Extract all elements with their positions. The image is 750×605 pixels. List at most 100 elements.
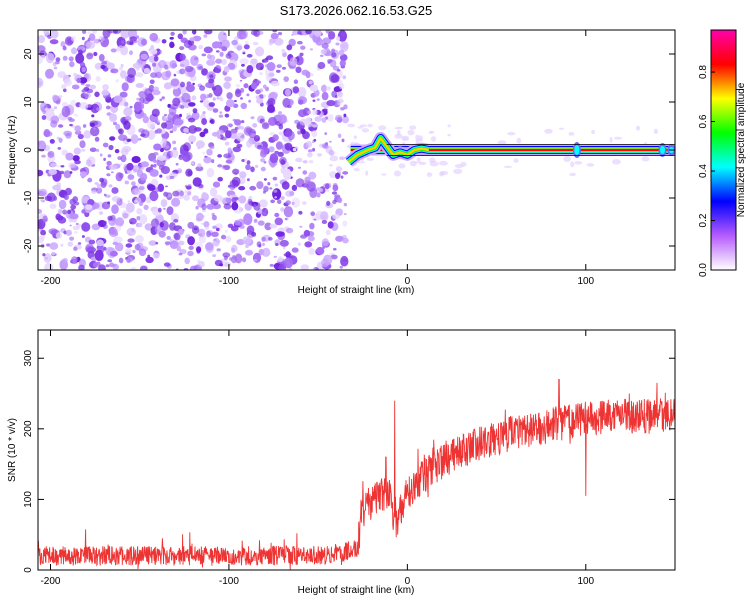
noise-blob: [229, 129, 237, 139]
noise-blob: [185, 84, 195, 93]
noise-blob: [215, 50, 220, 53]
noise-blob: [74, 125, 81, 132]
noise-blob: [343, 213, 347, 216]
noise-blob: [140, 167, 145, 170]
noise-blob: [88, 107, 92, 110]
noise-blob: [57, 124, 64, 128]
noise-blob: [169, 130, 174, 133]
noise-blob: [206, 230, 212, 238]
noise-blob: [169, 240, 179, 250]
noise-blob: [176, 245, 181, 252]
noise-blob: [209, 145, 215, 150]
faint-noise-blob: [586, 163, 595, 167]
noise-blob: [280, 196, 285, 200]
noise-blob: [129, 221, 133, 225]
noise-blob: [341, 138, 345, 143]
noise-blob: [105, 194, 111, 198]
noise-blob: [212, 97, 216, 101]
noise-blob: [283, 257, 293, 269]
noise-blob: [71, 256, 78, 264]
noise-blob: [160, 199, 168, 208]
noise-blob: [58, 199, 67, 210]
noise-blob: [101, 201, 111, 210]
noise-blob: [178, 228, 184, 236]
noise-blob: [211, 159, 215, 164]
noise-blob: [305, 141, 313, 148]
noise-blob: [70, 47, 78, 55]
noise-blob: [38, 140, 47, 152]
noise-blob: [217, 135, 222, 139]
noise-blob: [212, 237, 220, 247]
noise-blob: [46, 243, 51, 247]
noise-blob: [263, 94, 266, 98]
noise-blob: [45, 68, 54, 79]
noise-blob: [297, 87, 307, 98]
noise-blob: [270, 80, 280, 87]
noise-blob: [262, 242, 265, 247]
noise-blob: [241, 34, 247, 38]
noise-blob: [203, 156, 212, 164]
noise-blob: [292, 30, 299, 36]
noise-blob: [118, 172, 124, 179]
noise-blob: [172, 97, 181, 107]
noise-blob: [339, 54, 348, 62]
noise-blob: [69, 61, 75, 68]
noise-blob: [278, 263, 287, 270]
noise-blob: [300, 45, 306, 50]
noise-blob: [69, 224, 72, 227]
noise-blob: [321, 220, 328, 224]
noise-blob: [192, 108, 198, 114]
noise-blob: [155, 71, 163, 79]
noise-blob: [53, 66, 58, 70]
noise-blob: [309, 84, 318, 92]
noise-blob: [195, 205, 199, 210]
noise-blob: [179, 46, 185, 51]
noise-blob: [161, 39, 167, 44]
noise-blob: [249, 185, 257, 191]
noise-blob: [153, 86, 160, 91]
snr-series-line: [38, 378, 675, 570]
noise-blob: [83, 130, 92, 139]
faint-noise-blob: [429, 157, 436, 163]
noise-blob: [55, 232, 63, 239]
noise-blob: [172, 140, 177, 145]
noise-blob: [261, 236, 266, 242]
faint-noise-blob: [413, 161, 422, 164]
noise-blob: [287, 130, 295, 141]
noise-blob: [105, 264, 110, 268]
noise-blob: [50, 162, 57, 167]
noise-blob: [125, 115, 129, 120]
noise-blob: [161, 96, 165, 100]
noise-blob: [136, 216, 141, 221]
noise-blob: [174, 118, 184, 126]
noise-blob: [111, 204, 119, 215]
noise-blob: [273, 255, 277, 258]
noise-blob: [160, 140, 167, 148]
noise-blob: [236, 143, 243, 148]
noise-blob: [149, 190, 159, 202]
noise-blob: [178, 252, 183, 256]
noise-blob: [331, 52, 337, 58]
noise-blob: [98, 264, 106, 270]
noise-blob: [297, 166, 302, 169]
noise-blob: [276, 69, 281, 73]
noise-blob: [189, 37, 195, 42]
noise-blob: [216, 227, 220, 232]
noise-blob: [280, 159, 286, 166]
x-tick-label: 0: [405, 576, 411, 587]
noise-blob: [219, 263, 224, 267]
noise-blob: [144, 223, 153, 231]
noise-blob: [126, 40, 134, 45]
noise-blob: [232, 146, 241, 153]
faint-noise-blob: [591, 130, 595, 134]
y-tick-label: -10: [23, 190, 34, 205]
noise-blob: [321, 238, 329, 247]
noise-blob: [225, 53, 232, 59]
noise-blob: [326, 200, 331, 206]
y-tick-label: 10: [23, 96, 34, 108]
noise-blob: [338, 94, 343, 100]
noise-blob: [308, 171, 317, 180]
noise-blob: [44, 107, 49, 112]
noise-blob: [273, 189, 278, 193]
noise-blob: [196, 246, 202, 253]
